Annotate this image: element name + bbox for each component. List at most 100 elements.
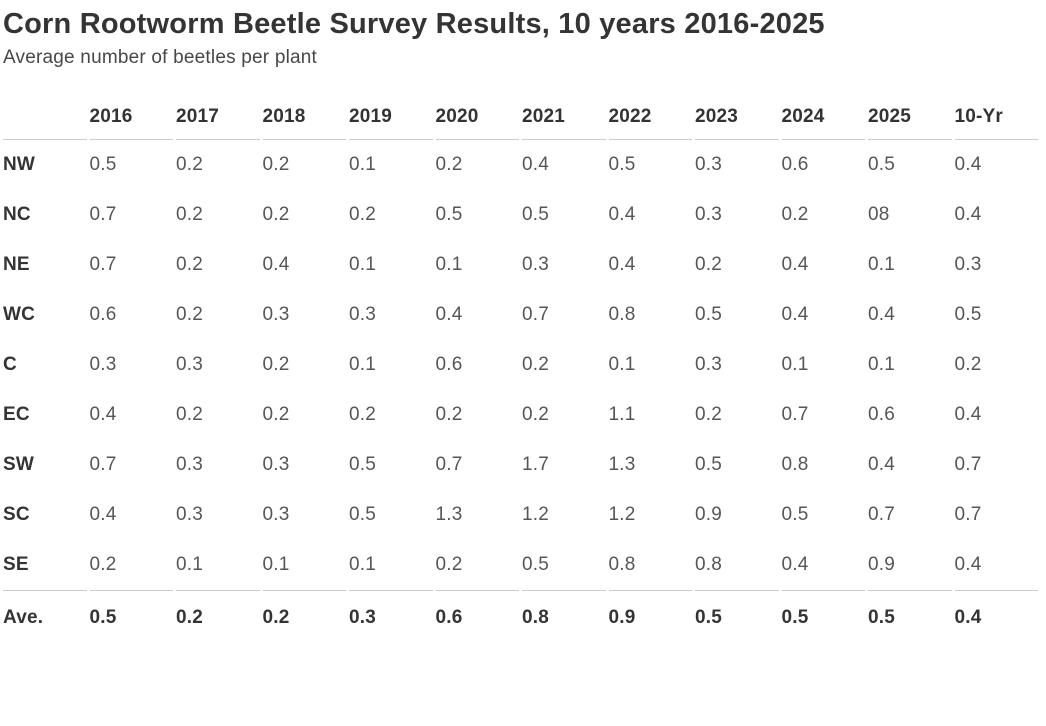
cell-sc-2020: 1.3 — [435, 504, 463, 525]
cell-ave-2019: 0.3 — [349, 607, 377, 628]
cell-nw-2023: 0.3 — [695, 154, 723, 175]
table-row-ec: EC 0.4 0.2 0.2 0.2 0.2 0.2 1.1 0.2 0.7 0… — [3, 390, 1038, 440]
column-header-2021: 2021 — [522, 104, 606, 140]
cell-se-2017: 0.1 — [176, 540, 260, 591]
cell-ne-2021: 0.3 — [522, 254, 550, 275]
cell-se-2023: 0.8 — [695, 540, 779, 591]
table-row-ne: NE 0.7 0.2 0.4 0.1 0.1 0.3 0.4 0.2 0.4 0… — [3, 240, 1038, 290]
cell-ec-2019: 0.2 — [349, 404, 377, 425]
cell-wc-2024: 0.4 — [781, 304, 809, 325]
cell-sc-2017: 0.3 — [176, 504, 204, 525]
cell-sw-2019: 0.5 — [349, 454, 377, 475]
cell-sc-2019: 0.5 — [349, 504, 377, 525]
cell-se-2019: 0.1 — [349, 540, 433, 591]
cell-wc-2018: 0.3 — [262, 304, 290, 325]
table-row-sw: SW 0.7 0.3 0.3 0.5 0.7 1.7 1.3 0.5 0.8 0… — [3, 440, 1038, 490]
survey-table: 2016 2017 2018 2019 2020 2021 2022 2023 … — [0, 104, 1041, 643]
column-header-2022: 2022 — [608, 104, 692, 140]
cell-wc-2019: 0.3 — [349, 304, 377, 325]
cell-ave-2020: 0.6 — [435, 607, 463, 628]
cell-ec-2016: 0.4 — [89, 404, 117, 425]
cell-ec-2023: 0.2 — [695, 404, 723, 425]
cell-sw-2018: 0.3 — [262, 454, 290, 475]
cell-sc-2018: 0.3 — [262, 504, 290, 525]
cell-ec-10yr: 0.4 — [954, 404, 982, 425]
column-header-2024: 2024 — [781, 104, 865, 140]
cell-nc-10yr: 0.4 — [954, 204, 982, 225]
cell-ne-2017: 0.2 — [176, 254, 204, 275]
cell-se-2021: 0.5 — [522, 540, 606, 591]
cell-wc-2016: 0.6 — [89, 304, 117, 325]
row-label-wc: WC — [3, 304, 36, 325]
cell-ave-2022: 0.9 — [608, 607, 636, 628]
cell-ec-2018: 0.2 — [262, 404, 290, 425]
cell-sc-2022: 1.2 — [608, 504, 636, 525]
cell-nw-10yr: 0.4 — [954, 154, 982, 175]
cell-se-2025: 0.9 — [868, 540, 952, 591]
cell-se-2022: 0.8 — [608, 540, 692, 591]
table-row-nc: NC 0.7 0.2 0.2 0.2 0.5 0.5 0.4 0.3 0.2 0… — [3, 190, 1038, 240]
row-label-nw: NW — [3, 154, 36, 175]
cell-sw-2025: 0.4 — [868, 454, 896, 475]
cell-c-2025: 0.1 — [868, 354, 896, 375]
page-subtitle: Average number of beetles per plant — [3, 47, 318, 68]
cell-sc-2021: 1.2 — [522, 504, 550, 525]
column-header-2016: 2016 — [89, 104, 173, 140]
cell-nw-2020: 0.2 — [435, 154, 463, 175]
cell-sw-2024: 0.8 — [781, 454, 809, 475]
row-label-sc: SC — [3, 504, 30, 525]
table-row-se: SE 0.2 0.1 0.1 0.1 0.2 0.5 0.8 0.8 0.4 0… — [3, 540, 1038, 591]
cell-ne-2018: 0.4 — [262, 254, 290, 275]
cell-wc-2020: 0.4 — [435, 304, 463, 325]
column-header-blank — [3, 104, 87, 140]
cell-c-2018: 0.2 — [262, 354, 290, 375]
cell-nc-2022: 0.4 — [608, 204, 636, 225]
column-header-2019: 2019 — [349, 104, 433, 140]
cell-ec-2017: 0.2 — [176, 404, 204, 425]
cell-se-10yr: 0.4 — [954, 540, 1038, 591]
cell-ne-2019: 0.1 — [349, 254, 377, 275]
row-label-sw: SW — [3, 454, 35, 475]
cell-ne-2020: 0.1 — [435, 254, 463, 275]
cell-nc-2020: 0.5 — [435, 204, 463, 225]
cell-nw-2021: 0.4 — [522, 154, 550, 175]
cell-nw-2022: 0.5 — [608, 154, 636, 175]
cell-sc-2025: 0.7 — [868, 504, 896, 525]
cell-ne-2024: 0.4 — [781, 254, 809, 275]
row-label-se: SE — [3, 540, 87, 591]
cell-c-2016: 0.3 — [89, 354, 117, 375]
cell-nc-2016: 0.7 — [89, 204, 117, 225]
row-label-ec: EC — [3, 404, 30, 425]
cell-sw-10yr: 0.7 — [954, 454, 982, 475]
cell-nc-2024: 0.2 — [781, 204, 809, 225]
cell-sw-2016: 0.7 — [89, 454, 117, 475]
cell-ec-2022: 1.1 — [608, 404, 636, 425]
cell-ave-2017: 0.2 — [176, 607, 204, 628]
cell-c-2022: 0.1 — [608, 354, 636, 375]
cell-ne-2022: 0.4 — [608, 254, 636, 275]
cell-sc-2023: 0.9 — [695, 504, 723, 525]
cell-ne-10yr: 0.3 — [954, 254, 982, 275]
cell-ec-2021: 0.2 — [522, 404, 550, 425]
cell-nw-2024: 0.6 — [781, 154, 809, 175]
table-header-row: 2016 2017 2018 2019 2020 2021 2022 2023 … — [3, 104, 1038, 140]
cell-ec-2024: 0.7 — [781, 404, 809, 425]
cell-ave-2024: 0.5 — [781, 607, 809, 628]
cell-sw-2022: 1.3 — [608, 454, 636, 475]
cell-ave-2016: 0.5 — [89, 607, 117, 628]
cell-sw-2021: 1.7 — [522, 454, 550, 475]
cell-se-2018: 0.1 — [262, 540, 346, 591]
cell-nc-2017: 0.2 — [176, 204, 204, 225]
cell-ave-2025: 0.5 — [868, 607, 896, 628]
table-row-wc: WC 0.6 0.2 0.3 0.3 0.4 0.7 0.8 0.5 0.4 0… — [3, 290, 1038, 340]
cell-wc-2025: 0.4 — [868, 304, 896, 325]
cell-c-2017: 0.3 — [176, 354, 204, 375]
cell-c-2023: 0.3 — [695, 354, 723, 375]
cell-ec-2020: 0.2 — [435, 404, 463, 425]
cell-wc-2023: 0.5 — [695, 304, 723, 325]
cell-c-2020: 0.6 — [435, 354, 463, 375]
table-summary-row: Ave. 0.5 0.2 0.2 0.3 0.6 0.8 0.9 0.5 0.5… — [3, 591, 1038, 643]
cell-se-2024: 0.4 — [781, 540, 865, 591]
cell-wc-2022: 0.8 — [608, 304, 636, 325]
